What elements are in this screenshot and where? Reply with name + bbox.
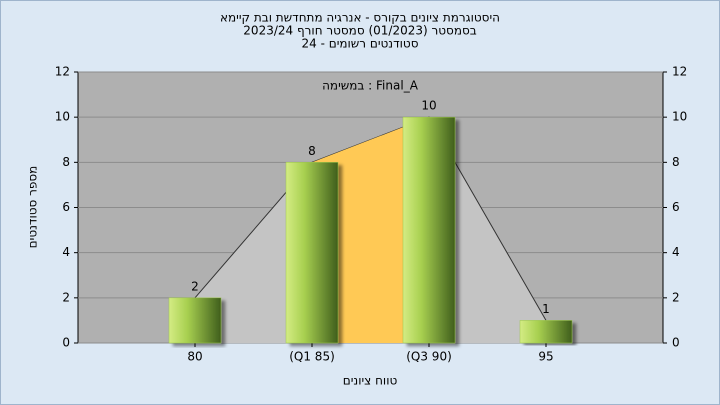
y2-tick-label: 8	[672, 155, 680, 169]
value-label: 1	[542, 302, 550, 316]
bar	[402, 116, 456, 344]
bar	[168, 297, 222, 344]
y2-tick-label: 6	[672, 200, 680, 214]
y-tick-label: 8	[62, 155, 70, 169]
chart-subtitle: בסמסטר (01/2023) סמסטר חורף 2023/24	[243, 24, 476, 38]
y-axis-label: מספר סטודנטים	[26, 166, 40, 249]
bar	[285, 162, 339, 344]
bar	[519, 320, 573, 344]
y-tick-label: 12	[55, 65, 70, 79]
value-label: 2	[191, 279, 199, 293]
quartile-area	[312, 117, 429, 344]
y2-tick-label: 10	[672, 110, 687, 124]
x-tick-label: (Q3 90)	[406, 350, 452, 364]
y-tick-label: 0	[62, 336, 70, 350]
y-tick-label: 2	[62, 290, 70, 304]
x-tick-label: 95	[538, 350, 553, 364]
y2-tick-label: 12	[672, 65, 687, 79]
y-tick-label: 10	[55, 110, 70, 124]
y2-tick-label: 0	[672, 336, 680, 350]
chart-title: היסטוגרמת ציונים בקורס - אנרגיה מתחדשת ו…	[220, 11, 500, 25]
x-axis-label: טווח ציונים	[343, 374, 398, 388]
y-tick-label: 4	[62, 245, 70, 259]
x-tick-label: (Q1 85)	[289, 350, 335, 364]
y2-tick-label: 4	[672, 245, 680, 259]
y-tick-label: 6	[62, 200, 70, 214]
value-label: 10	[421, 99, 436, 113]
y2-tick-label: 2	[672, 290, 680, 304]
value-label: 8	[308, 144, 316, 158]
x-tick-label: 80	[187, 350, 202, 364]
chart-subtitle: סטודנטים רשומים - 24	[301, 37, 418, 51]
annotation: Final_A : במשימה	[322, 79, 419, 93]
